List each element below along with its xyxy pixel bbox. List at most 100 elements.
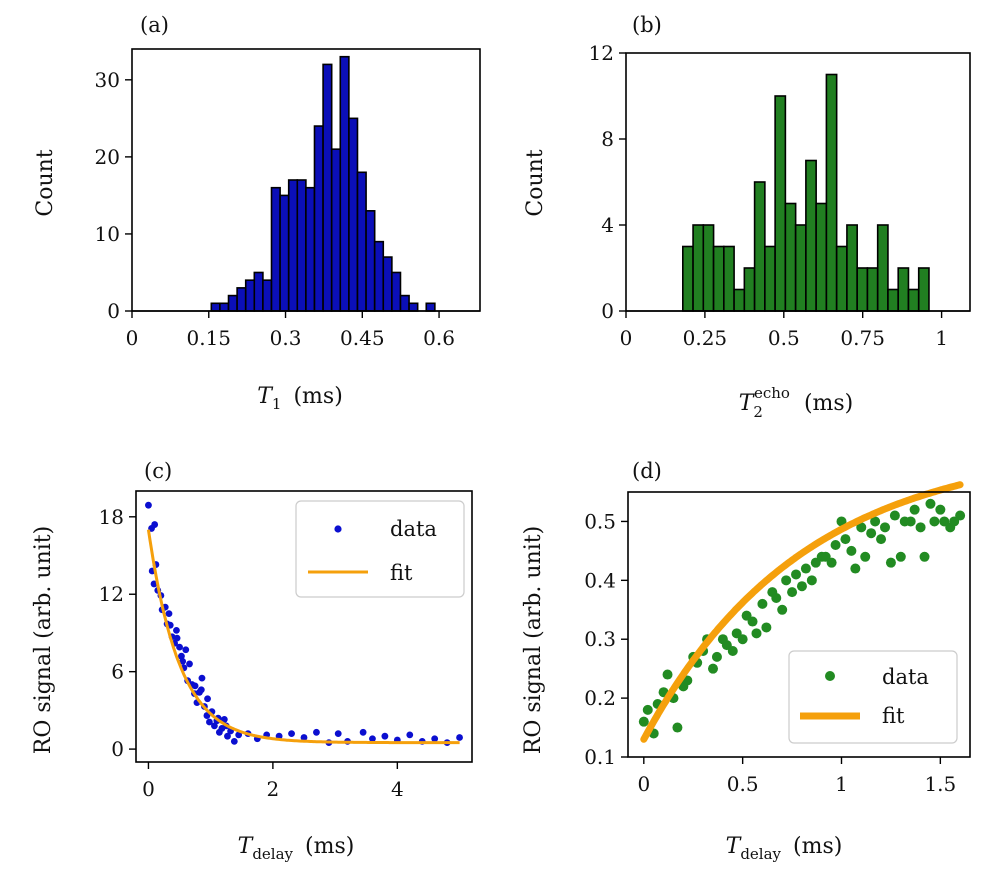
panel-d-growth-scatter: (d) RO signal (arb. unit) Tdelay (ms) 0 0.…	[521, 459, 971, 863]
panel-a-bar-3	[236, 287, 247, 312]
panel-d-data-point-29	[781, 575, 792, 586]
panel-d-data-point-1	[642, 704, 653, 715]
panel-d-data-point-58	[925, 498, 936, 509]
panel-d-data-point-5	[662, 669, 673, 680]
panel-d-data-point-64	[955, 510, 966, 521]
panel-c-decay-scatter: (c) RO signal (arb. unit) Tdelay (ms) 0 2 4…	[31, 459, 473, 863]
panel-a-xlabel: T1 (ms)	[257, 384, 343, 413]
panel-a-bar-8	[279, 194, 290, 312]
panel-a-bar-0	[210, 302, 221, 312]
panel-b-bar-22	[907, 288, 920, 312]
panel-c-data-point-30	[211, 722, 218, 730]
panel-d-data-point-25	[761, 622, 772, 633]
panel-d-data-point-20	[737, 634, 748, 645]
panel-b-bar-14	[825, 73, 838, 312]
panel-d-data-point-41	[840, 534, 851, 545]
panel-b-bar-0	[682, 245, 694, 312]
panel-d-ytick-label-1: 0.2	[584, 686, 616, 710]
panel-c-data-point-16	[178, 652, 185, 660]
panel-d-data-point-38	[826, 557, 837, 568]
panel-c-data-point-55	[431, 735, 439, 743]
panel-b-bar-12	[805, 159, 817, 312]
panel-b-bar-19	[876, 224, 889, 312]
panel-d-ylabel: RO signal (arb. unit)	[521, 526, 546, 754]
panel-d-data-point-23	[751, 628, 762, 639]
panel-a-bar-22	[399, 294, 410, 312]
panel-b-bar-21	[897, 267, 910, 312]
panel-a-ytick-label-3: 30	[95, 68, 120, 92]
panel-b-bar-9	[774, 95, 787, 312]
panel-d-data-point-46	[866, 528, 877, 539]
panel-c-data-point-60	[191, 682, 199, 690]
panel-c-legend-fit-label: fit	[390, 561, 413, 585]
panel-c-data-point-44	[300, 734, 308, 741]
panel-d-data-point-33	[800, 563, 811, 574]
panel-d-legend: data fit	[788, 650, 958, 744]
panel-a-bar-6	[262, 279, 273, 312]
panel-b-bar-13	[815, 202, 828, 312]
panel-a-bar-1	[219, 302, 230, 312]
panel-c-legend-data-marker	[334, 525, 342, 533]
panel-a-bar-10	[296, 179, 307, 312]
panel-a-ytick-label-2: 20	[95, 145, 120, 169]
panel-c-data-point-50	[369, 735, 376, 743]
panel-a-bar-21	[391, 271, 402, 312]
panel-c-legend: data fit	[295, 500, 465, 598]
panel-b-bar-10	[784, 202, 797, 312]
panel-b-plot-area	[626, 73, 970, 312]
panel-a-bar-12	[313, 125, 324, 312]
panel-c-data-point-51	[381, 732, 389, 740]
panel-c-xtick-label-0: 0	[142, 777, 155, 801]
panel-c-data-point-53	[406, 731, 414, 739]
panel-d-xlabel: Tdelay (ms)	[726, 834, 843, 863]
panel-d-data-point-27	[771, 593, 782, 603]
panel-c-ylabel: RO signal (arb. unit)	[31, 526, 56, 754]
panel-a-xtick-label-0: 0	[126, 326, 139, 350]
panel-d-frame	[627, 491, 971, 758]
panel-d-plot-area	[638, 481, 966, 743]
panel-c-legend-box	[295, 500, 465, 598]
panel-a-bar-19	[373, 240, 385, 312]
panel-a-t1-histogram: (a) Count T1 (ms) 0 0.15 0.3 0.45 0.6 0 10 20 30	[33, 13, 481, 413]
panel-d-data-point-47	[870, 516, 881, 527]
panel-c-data-point-58	[165, 610, 173, 617]
panel-b-t2echo-histogram: (b) Count T2echo (ms) 0 0.25 0.5 0.75 1 0 4 8 12	[523, 13, 971, 421]
panel-c-data-point-28	[206, 718, 213, 726]
panel-d-data-point-15	[711, 651, 722, 662]
panel-d-legend-data-label: data	[882, 665, 929, 689]
panel-b-xtick-label-0: 0	[620, 326, 633, 350]
panel-d-legend-fit-label: fit	[882, 704, 905, 728]
panel-a-bar-4	[244, 279, 256, 312]
panel-c-label: (c)	[144, 459, 172, 483]
panel-b-ytick-label-3: 12	[589, 41, 614, 65]
panel-d-xtick-label-1: 0.5	[727, 772, 759, 796]
panel-d-xtick-label-0: 0	[637, 772, 650, 796]
panel-a-bar-2	[227, 294, 238, 312]
panel-a-bar-13	[322, 63, 333, 312]
panel-c-legend-data-label: data	[390, 517, 437, 541]
panel-d-xtick-label-3: 1.5	[924, 772, 956, 796]
panel-c-frame	[135, 490, 473, 763]
panel-b-bar-1	[692, 224, 705, 312]
panel-b-xtick-label-4: 1	[935, 326, 948, 350]
panel-a-xtick-label-2: 0.3	[270, 326, 302, 350]
panel-d-ytick-label-4: 0.5	[584, 509, 616, 533]
panel-a-ytick-label-1: 10	[95, 222, 120, 246]
panel-c-data-point-37	[230, 737, 238, 745]
panel-d-data-point-18	[727, 646, 738, 656]
panel-d-legend-box	[788, 650, 958, 744]
panel-d-data-point-59	[929, 516, 940, 527]
panel-d-data-point-28	[777, 604, 788, 615]
panel-d-data-point-51	[889, 510, 900, 521]
panel-d-data-point-45	[860, 551, 871, 562]
panel-c-xtick-label-2: 4	[391, 777, 404, 801]
panel-d-data-point-42	[846, 545, 857, 556]
panel-d-data-point-44	[856, 522, 867, 533]
panel-b-bar-20	[887, 288, 900, 312]
panel-d-data-point-34	[806, 575, 817, 586]
panel-a-bar-15	[339, 55, 350, 312]
panel-a-ylabel: Count	[33, 149, 58, 216]
panel-a-bar-20	[382, 256, 393, 312]
panel-a-plot-area	[132, 55, 480, 312]
panel-d-data-point-60	[935, 504, 946, 515]
